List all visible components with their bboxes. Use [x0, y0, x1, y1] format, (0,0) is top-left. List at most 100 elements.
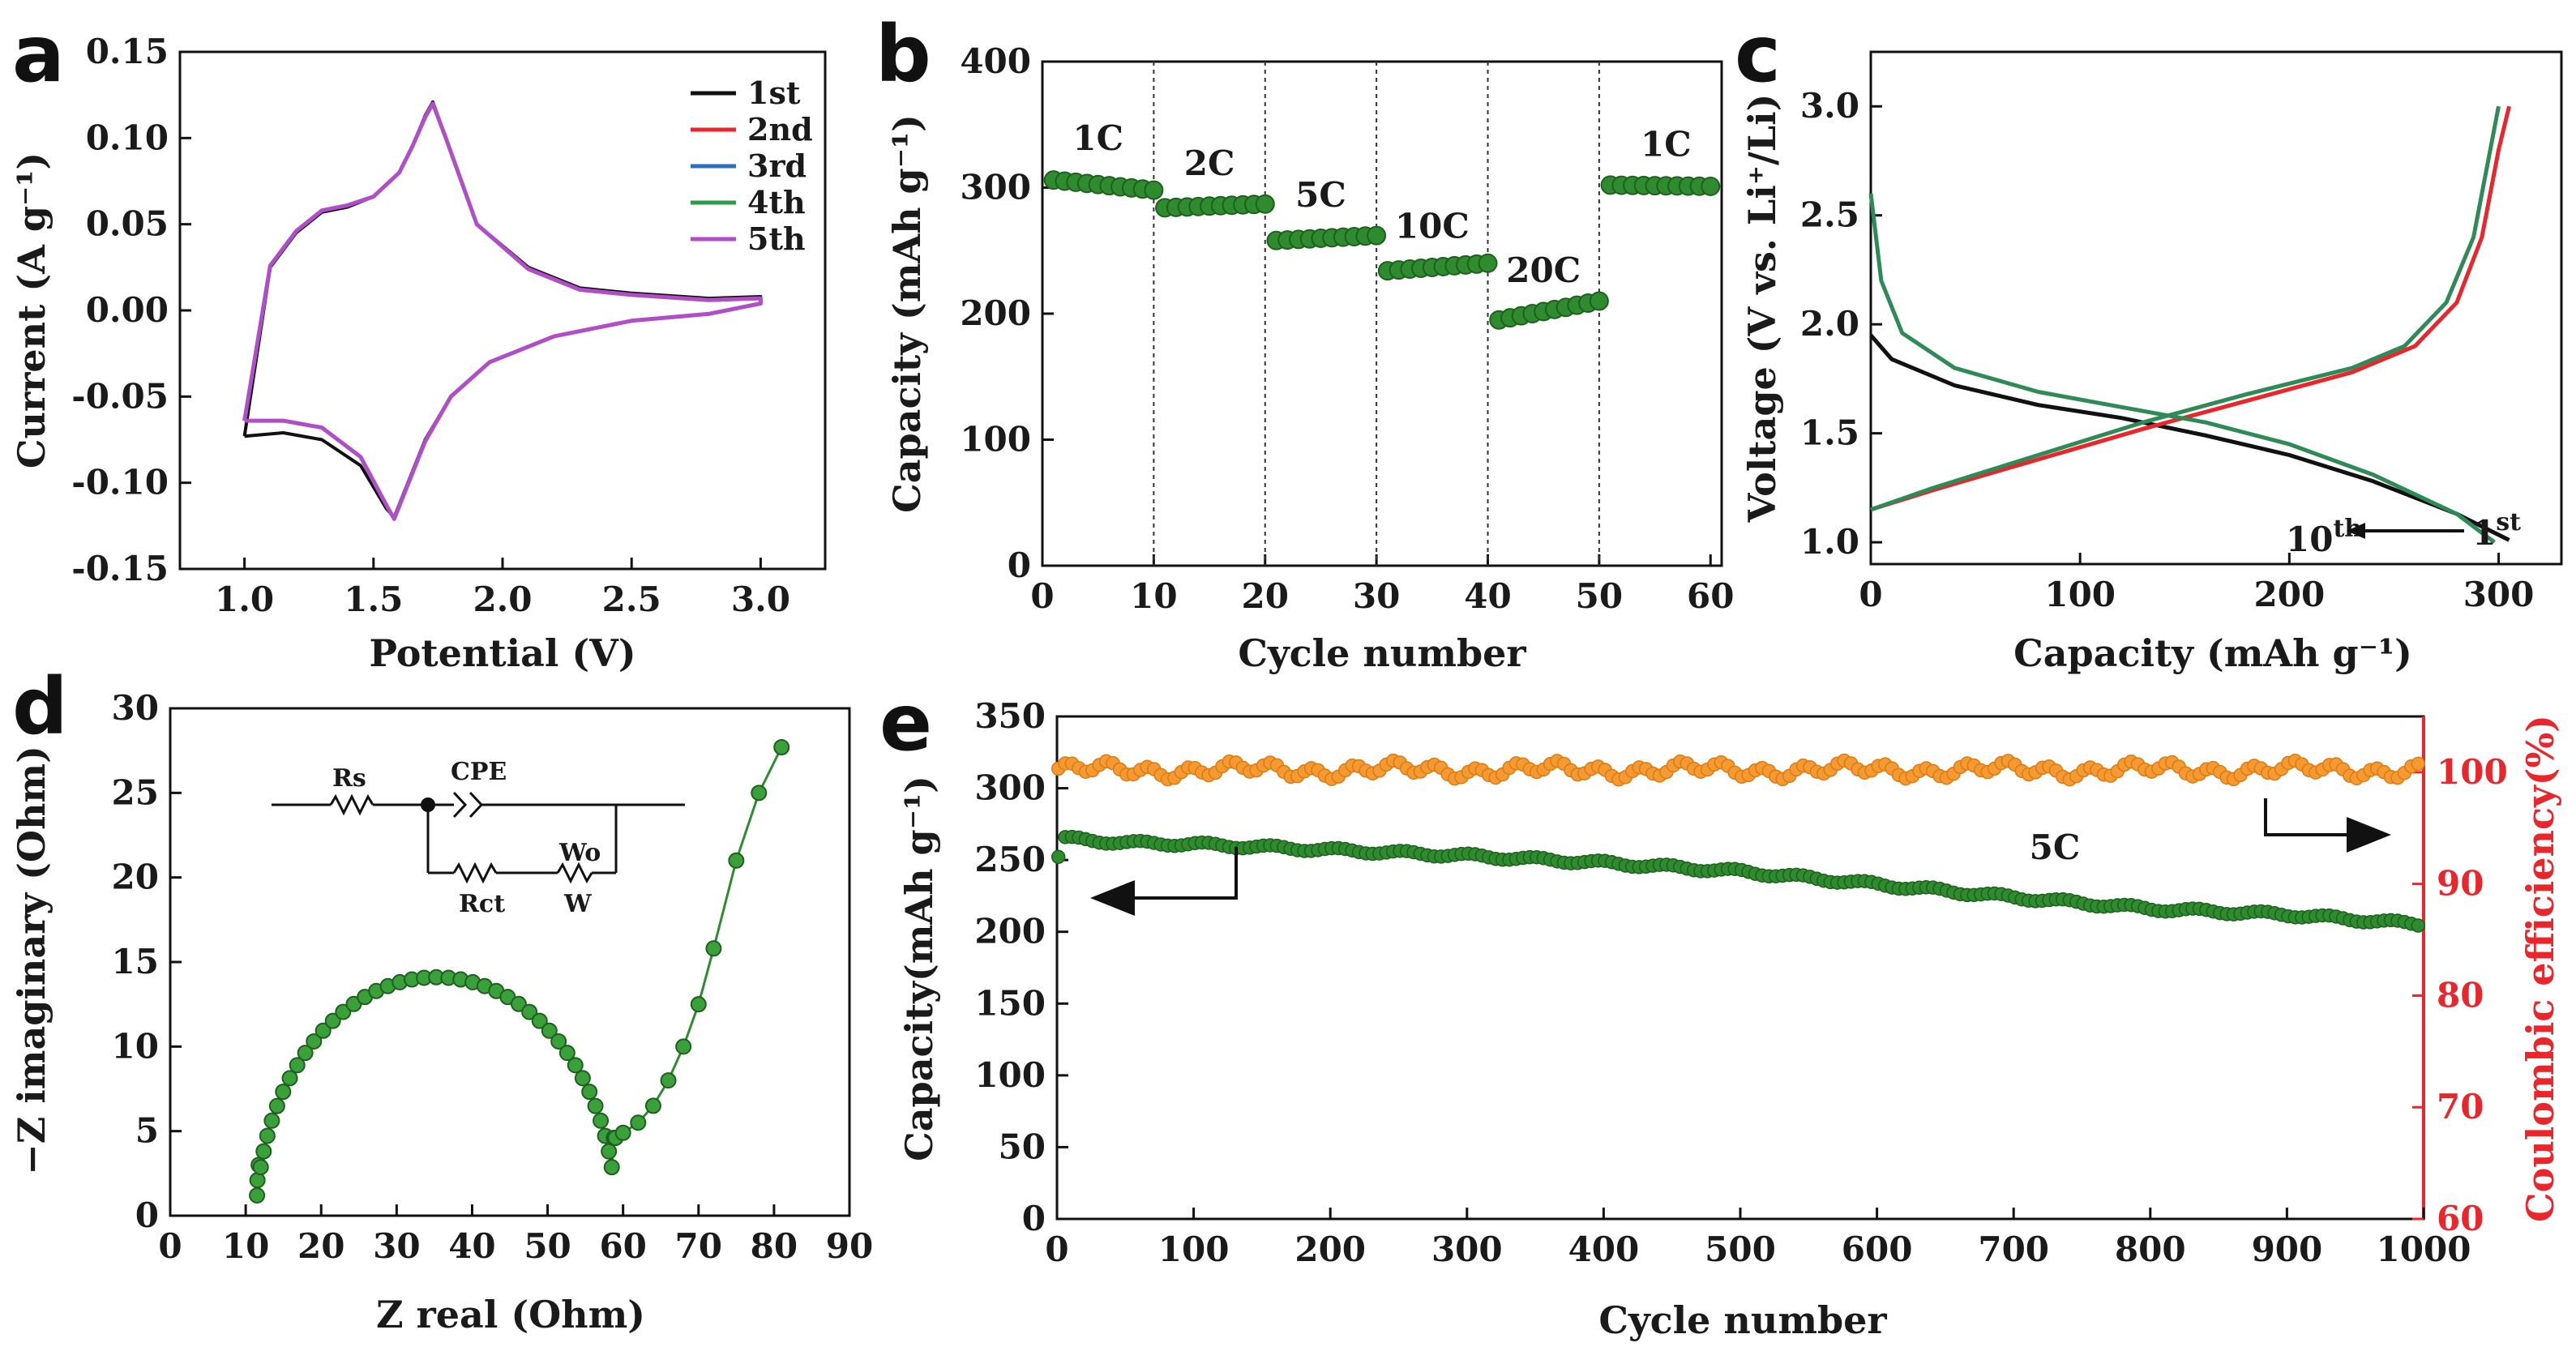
- axis-ticks-d: 0 10 20 30 40 50 60 70 80 90 0 5 10 15 20 25 30: [112, 688, 874, 1266]
- voltage-curve-3: [1870, 105, 2501, 512]
- nyquist-point-54: [705, 940, 722, 957]
- y-tick-label-e-5: 250: [974, 840, 1046, 879]
- axis-ticks-e: 0 100 200 300 400 500 600 700 800 900 1000 0 50 100 15…: [974, 696, 2507, 1269]
- x-axis-label-d: Z real (Ohm): [376, 1293, 645, 1336]
- x-tick-label-d-2: 20: [297, 1226, 344, 1266]
- coulombic-efficiency-points: [1051, 753, 2426, 787]
- x-tick-label-d-8: 80: [751, 1226, 798, 1266]
- y-right-tick-label-2: 80: [2437, 975, 2484, 1015]
- nyquist-point-30: [510, 995, 527, 1012]
- nyquist-point-0: [249, 1187, 266, 1204]
- nyquist-point-52: [675, 1038, 692, 1055]
- warburg-symbol: [556, 862, 593, 884]
- x-tick-label-b-1: 10: [1130, 576, 1177, 616]
- rate-label-4: 10C: [1395, 207, 1470, 246]
- nyquist-points: [249, 738, 790, 1204]
- cap-point-1: [1051, 849, 1066, 865]
- y-axis-label-right-e: Coulombic efficiency(%): [2518, 715, 2562, 1222]
- y-axis-label-d: −Z imaginary (Ohm): [10, 746, 53, 1175]
- y-tick-label-a-6: 0.15: [86, 32, 169, 71]
- left-axis-arrow-line: [1127, 847, 1238, 900]
- y-tick-label-e-6: 300: [974, 768, 1046, 808]
- nyquist-point-32: [531, 1012, 548, 1029]
- cv-curve-2nd: [242, 101, 763, 521]
- x-tick-label-e-8: 800: [2115, 1229, 2186, 1269]
- panel-letter-b: b: [875, 9, 931, 100]
- nyquist-point-34: [550, 1033, 567, 1050]
- legend-label-1st: 1st: [747, 75, 801, 111]
- x-tick-label-d-0: 0: [158, 1226, 182, 1266]
- nyquist-point-51: [660, 1072, 677, 1089]
- rate-capacity-points: [1043, 170, 1721, 330]
- voltage-curve-0: [1869, 333, 2510, 542]
- y-right-tick-label-3: 90: [2437, 864, 2484, 904]
- y-tick-label-c-1: 1.5: [1800, 413, 1859, 453]
- legend-a: 1st 2nd 3rd 4th 5th: [691, 75, 813, 257]
- x-tick-label-b-6: 60: [1687, 576, 1734, 616]
- legend-label-4th: 4th: [747, 184, 806, 220]
- x-tick-label-d-3: 30: [373, 1226, 420, 1266]
- panel-c: c 0 100 200 300 1.0 1.5 2.0 2.5 3.0 10th 1st Cap…: [1735, 9, 2563, 675]
- nyquist-point-4: [255, 1143, 272, 1160]
- nyquist-point-38: [581, 1084, 598, 1101]
- nyquist-point-57: [773, 738, 790, 755]
- nyquist-point-39: [587, 1097, 604, 1114]
- y-right-tick-label-1: 70: [2437, 1087, 2484, 1127]
- circuit-label-w: W: [563, 890, 593, 918]
- y-tick-label-a-2: -0.05: [71, 376, 169, 416]
- rate-point-3-40: [1478, 253, 1498, 273]
- legend-label-5th: 5th: [747, 220, 806, 257]
- x-tick-label-d-5: 50: [524, 1226, 571, 1266]
- y-tick-label-b-3: 300: [960, 168, 1031, 207]
- y-tick-label-e-4: 200: [974, 912, 1046, 951]
- y-tick-label-a-4: 0.05: [86, 204, 169, 244]
- nyquist-point-31: [521, 1003, 538, 1020]
- x-tick-label-e-6: 600: [1842, 1229, 1913, 1269]
- y-right-tick-label-4: 100: [2437, 752, 2508, 792]
- x-axis-label-e: Cycle number: [1598, 1298, 1887, 1342]
- y-tick-label-c-2: 2.0: [1800, 304, 1859, 344]
- ce-point-996: [2411, 756, 2426, 772]
- left-axis-arrow-head: [1090, 880, 1135, 916]
- x-axis-label-b: Cycle number: [1238, 631, 1526, 675]
- axis-ticks-c: 0 100 200 300 1.0 1.5 2.0 2.5 3.0: [1800, 86, 2534, 614]
- series-arrows: [1090, 798, 2391, 916]
- nyquist-point-48: [614, 1124, 631, 1141]
- circuit-label-rct: Rct: [459, 890, 505, 918]
- circuit-label-cpe: CPE: [451, 758, 507, 786]
- y-tick-label-e-3: 150: [974, 983, 1046, 1023]
- cv-curve-4th: [242, 101, 763, 521]
- x-tick-label-e-9: 900: [2252, 1229, 2323, 1269]
- y-tick-label-c-0: 1.0: [1800, 522, 1859, 562]
- cv-curves: [242, 100, 763, 521]
- nyquist-point-11: [297, 1045, 314, 1062]
- x-tick-label-a-1: 1.5: [344, 579, 403, 619]
- plot-frame-e: [1055, 715, 2425, 1221]
- y-tick-label-b-0: 0: [1008, 545, 1031, 585]
- circuit-label-rs: Rs: [332, 764, 366, 793]
- y-tick-label-e-2: 100: [974, 1055, 1046, 1095]
- x-axis-label-a: Potential (V): [369, 631, 635, 675]
- rate-point-4-50: [1589, 291, 1609, 311]
- panel-letter-c: c: [1735, 9, 1781, 100]
- rate-label-5c: 5C: [2030, 827, 2081, 867]
- rate-label-3: 5C: [1295, 175, 1346, 215]
- resistor-rct-symbol: [452, 862, 498, 884]
- voltage-curve-2: [1868, 193, 2496, 545]
- rate-label-2: 2C: [1184, 143, 1235, 183]
- y-axis-label-e: Capacity(mAh g⁻¹): [897, 776, 941, 1161]
- panel-a: a 1.0 1.5 2.0 2.5 3.0 -0.15 -0.10 -0.05 0.00 0.05…: [10, 9, 827, 675]
- nyquist-point-15: [335, 1003, 352, 1020]
- y-tick-label-c-3: 2.5: [1800, 195, 1859, 235]
- nyquist-point-14: [324, 1012, 341, 1029]
- rate-label-6: 1C: [1641, 125, 1692, 165]
- x-tick-label-e-1: 100: [1158, 1229, 1230, 1269]
- rate-label-5: 20C: [1506, 250, 1581, 290]
- y-tick-label-b-1: 100: [960, 420, 1031, 460]
- nyquist-point-43: [603, 1159, 620, 1176]
- x-tick-label-a-2: 2.0: [473, 579, 532, 619]
- x-tick-label-e-7: 700: [1978, 1229, 2049, 1269]
- x-tick-label-e-3: 300: [1431, 1229, 1503, 1269]
- y-tick-label-a-3: 0.00: [86, 290, 169, 330]
